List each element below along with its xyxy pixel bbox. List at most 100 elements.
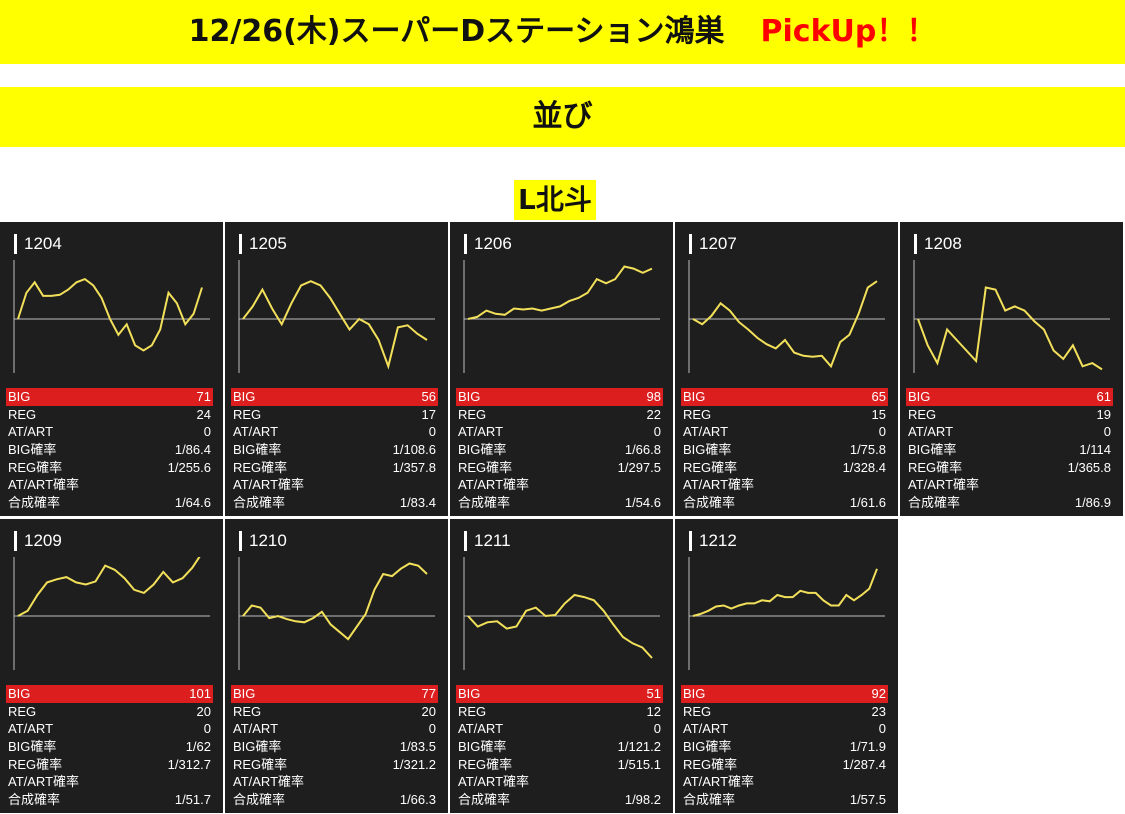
stats-row-big: BIG 77 bbox=[231, 685, 438, 703]
stats-row-total-rate: 合成確率 1/98.2 bbox=[456, 791, 663, 809]
stats-row-reg-rate: REG確率 1/321.2 bbox=[231, 756, 438, 774]
stats-label: AT/ART bbox=[908, 424, 954, 440]
graph-line bbox=[917, 286, 1103, 371]
subtitle: 並び bbox=[532, 99, 593, 134]
stats-row-big: BIG 56 bbox=[231, 388, 438, 406]
machine-card-1209[interactable]: 1209 BIG 101 REG 20 AT/ART 0 BIG確率 1/62 REG確率 1/31… bbox=[0, 519, 224, 814]
stats-label: BIG確率 bbox=[233, 442, 282, 458]
stats-value: 1/64.6 bbox=[174, 495, 211, 511]
stats-value: 0 bbox=[428, 721, 436, 737]
stats-row-big-rate: BIG確率 1/75.8 bbox=[681, 441, 888, 459]
machine-card-1204[interactable]: 1204 BIG 71 REG 24 AT/ART 0 BIG確率 1/86.4 REG確率 1/2… bbox=[0, 222, 224, 517]
stats-label: REG確率 bbox=[458, 459, 513, 475]
slump-graph bbox=[238, 260, 435, 373]
stats-value: 20 bbox=[196, 703, 211, 719]
stats-label: AT/ART bbox=[8, 424, 54, 440]
stats-row-big-rate: BIG確率 1/83.5 bbox=[231, 738, 438, 756]
stats-label: 合成確率 bbox=[683, 495, 736, 511]
stats-value: 0 bbox=[203, 424, 211, 440]
stats-label: REG確率 bbox=[233, 756, 288, 772]
slump-graph bbox=[463, 557, 660, 670]
stats-label: BIG確率 bbox=[683, 739, 732, 755]
machine-card-1212[interactable]: 1212 BIG 92 REG 23 AT/ART 0 BIG確率 1/71.9 REG確率 1/2… bbox=[675, 519, 899, 814]
stats-value: 1/287.4 bbox=[842, 756, 886, 772]
stats-label: AT/ART確率 bbox=[8, 774, 80, 790]
machine-card-1206[interactable]: 1206 BIG 98 REG 22 AT/ART 0 BIG確率 1/66.8 REG確率 1/2… bbox=[450, 222, 674, 517]
stats-label: 合成確率 bbox=[458, 792, 511, 808]
stats-label: REG bbox=[683, 406, 712, 422]
stats-value: 1/61.6 bbox=[849, 495, 886, 511]
stats-table: BIG 51 REG 12 AT/ART 0 BIG確率 1/121.2 REG確率 1/515.… bbox=[456, 685, 663, 809]
machine-label: L北斗 bbox=[514, 180, 596, 220]
stats-value: 92 bbox=[871, 686, 886, 701]
stats-value: 1/66.3 bbox=[399, 792, 436, 808]
stats-value: 1/71.9 bbox=[849, 739, 886, 755]
machine-card-1211[interactable]: 1211 BIG 51 REG 12 AT/ART 0 BIG確率 1/121.2 REG確率 1/… bbox=[450, 519, 674, 814]
stats-label: REG bbox=[458, 406, 487, 422]
stats-value: 0 bbox=[428, 424, 436, 440]
slump-graph bbox=[238, 557, 435, 670]
stats-row-reg-rate: REG確率 1/328.4 bbox=[681, 459, 888, 477]
slump-graph bbox=[463, 260, 660, 373]
slump-graph bbox=[13, 557, 210, 670]
stats-label: 合成確率 bbox=[908, 495, 961, 511]
graph-line bbox=[467, 593, 653, 659]
stats-value: 1/75.8 bbox=[849, 442, 886, 458]
machine-card-1208[interactable]: 1208 BIG 61 REG 19 AT/ART 0 BIG確率 1/114 REG確率 1/36… bbox=[900, 222, 1124, 517]
machine-card-1210[interactable]: 1210 BIG 77 REG 20 AT/ART 0 BIG確率 1/83.5 REG確率 1/3… bbox=[225, 519, 449, 814]
stats-row-reg: REG 17 bbox=[231, 406, 438, 424]
stats-value: 15 bbox=[871, 406, 886, 422]
stats-value: 1/57.5 bbox=[849, 792, 886, 808]
stats-label: AT/ART bbox=[458, 721, 504, 737]
stats-label: REG確率 bbox=[458, 756, 513, 772]
stats-row-total-rate: 合成確率 1/61.6 bbox=[681, 494, 888, 512]
stats-row-big: BIG 92 bbox=[681, 685, 888, 703]
stats-table: BIG 61 REG 19 AT/ART 0 BIG確率 1/114 REG確率 1/365.8 A… bbox=[906, 388, 1113, 512]
stats-label: REG bbox=[908, 406, 937, 422]
stats-value: 98 bbox=[646, 389, 661, 404]
graph-line bbox=[242, 280, 428, 370]
stats-label: AT/ART bbox=[233, 424, 279, 440]
stats-label: AT/ART bbox=[8, 721, 54, 737]
machine-card-1207[interactable]: 1207 BIG 65 REG 15 AT/ART 0 BIG確率 1/75.8 REG確率 1/3… bbox=[675, 222, 899, 517]
stats-label: BIG bbox=[233, 389, 256, 404]
stats-row-atart-rate: AT/ART確率 bbox=[681, 476, 888, 494]
stats-value: 51 bbox=[646, 686, 661, 701]
stats-label: AT/ART確率 bbox=[683, 774, 755, 790]
machine-card-1205[interactable]: 1205 BIG 56 REG 17 AT/ART 0 BIG確率 1/108.6 REG確率 1/… bbox=[225, 222, 449, 517]
stats-label: REG確率 bbox=[8, 459, 63, 475]
stats-label: BIG確率 bbox=[233, 739, 282, 755]
pickup-label: PickUp！！ bbox=[760, 14, 937, 49]
stats-value: 20 bbox=[421, 703, 436, 719]
stats-label: REG確率 bbox=[8, 756, 63, 772]
machine-number: 1208 bbox=[914, 234, 962, 254]
stats-value: 1/51.7 bbox=[174, 792, 211, 808]
stats-value: 1/255.6 bbox=[167, 459, 211, 475]
slump-graph bbox=[688, 260, 885, 373]
stats-table: BIG 101 REG 20 AT/ART 0 BIG確率 1/62 REG確率 1/312.7 A… bbox=[6, 685, 213, 809]
stats-label: BIG bbox=[458, 389, 481, 404]
stats-row-big: BIG 51 bbox=[456, 685, 663, 703]
stats-table: BIG 65 REG 15 AT/ART 0 BIG確率 1/75.8 REG確率 1/328.4… bbox=[681, 388, 888, 512]
stats-value: 0 bbox=[653, 721, 661, 737]
stats-row-big: BIG 65 bbox=[681, 388, 888, 406]
stats-row-total-rate: 合成確率 1/86.9 bbox=[906, 494, 1113, 512]
machine-number: 1205 bbox=[239, 234, 287, 254]
stats-row-atart-rate: AT/ART確率 bbox=[681, 773, 888, 791]
stats-label: 合成確率 bbox=[683, 792, 736, 808]
stats-label: 合成確率 bbox=[8, 792, 61, 808]
stats-value: 19 bbox=[1096, 406, 1111, 422]
stats-row-atart-rate: AT/ART確率 bbox=[6, 773, 213, 791]
stats-value: 1/357.8 bbox=[392, 459, 436, 475]
stats-row-atart: AT/ART 0 bbox=[906, 423, 1113, 441]
stats-row-reg-rate: REG確率 1/312.7 bbox=[6, 756, 213, 774]
stats-row-reg: REG 23 bbox=[681, 703, 888, 721]
stats-value: 0 bbox=[1103, 424, 1111, 440]
slump-graph bbox=[13, 260, 210, 373]
stats-table: BIG 71 REG 24 AT/ART 0 BIG確率 1/86.4 REG確率 1/255.6… bbox=[6, 388, 213, 512]
machine-number: 1212 bbox=[689, 531, 737, 551]
stats-row-reg-rate: REG確率 1/357.8 bbox=[231, 459, 438, 477]
stats-value: 1/86.4 bbox=[174, 442, 211, 458]
stats-label: AT/ART確率 bbox=[233, 477, 305, 493]
stats-label: BIG bbox=[683, 686, 706, 701]
